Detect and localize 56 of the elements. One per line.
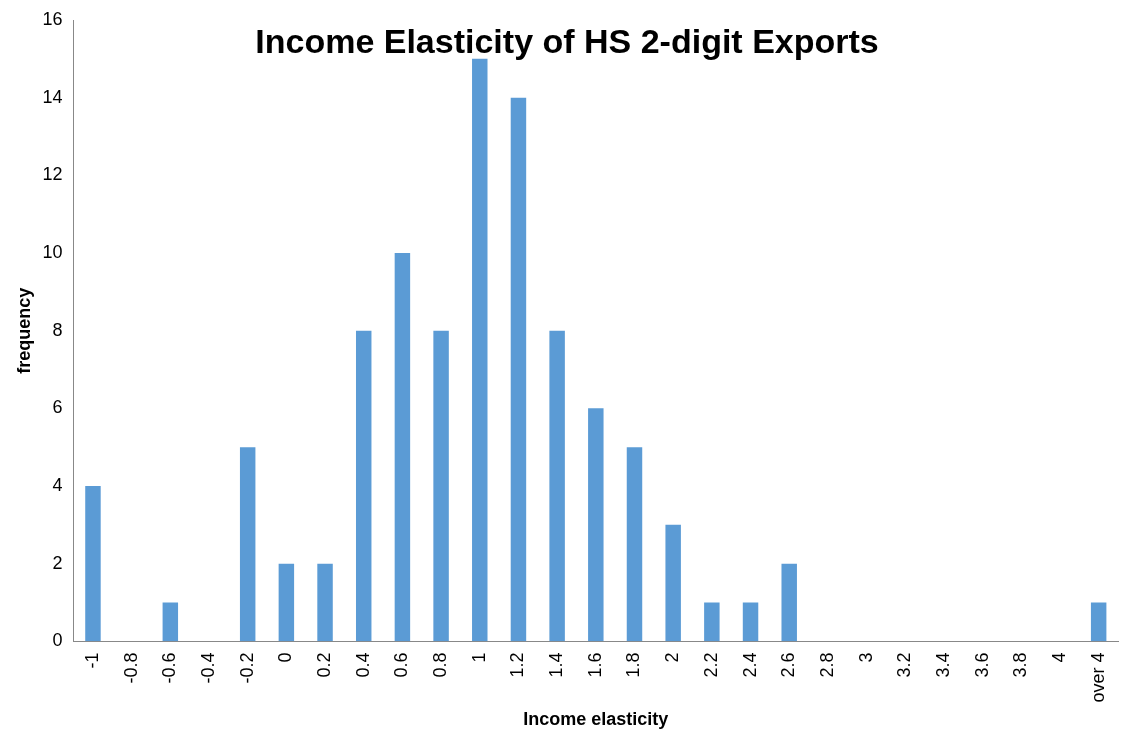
x-tick-label: 3.4 <box>932 652 953 678</box>
x-tick-label: 2.2 <box>700 652 721 678</box>
bar <box>433 330 449 642</box>
bar <box>1090 602 1107 642</box>
x-tick-label: -0.4 <box>197 652 218 684</box>
x-tick-label: -0.6 <box>159 652 180 684</box>
bar <box>510 97 527 642</box>
bar <box>549 330 565 642</box>
x-tick-label: over 4 <box>1087 652 1108 703</box>
bar <box>394 253 411 642</box>
y-tick-label: 2 <box>52 552 63 573</box>
bar <box>472 58 488 642</box>
y-tick-label: 16 <box>42 8 63 29</box>
bar <box>162 602 179 642</box>
y-tick-label: 10 <box>42 241 63 262</box>
x-tick-label: -0.2 <box>236 652 257 684</box>
y-tick-label: 4 <box>52 475 63 495</box>
x-tick-label: 0 <box>275 652 296 663</box>
x-tick-label: 1.4 <box>546 652 567 678</box>
bar <box>665 524 681 642</box>
y-axis-title: frequency <box>13 287 34 374</box>
bar <box>704 602 720 642</box>
x-tick-label: 3.8 <box>1010 652 1031 678</box>
x-tick-label: 1.8 <box>623 652 644 678</box>
x-tick-label: 0.4 <box>352 652 373 678</box>
bar <box>626 447 643 642</box>
x-tick-label: 3 <box>855 652 876 663</box>
bar <box>317 563 333 642</box>
bar <box>355 330 372 642</box>
x-tick-label: 2.8 <box>816 652 837 678</box>
x-tick-label: -0.8 <box>120 652 141 684</box>
x-tick-label: -1 <box>81 652 102 669</box>
bar <box>239 447 256 642</box>
x-tick-label: 1.2 <box>507 652 528 678</box>
x-tick-label: 0.2 <box>314 652 335 678</box>
x-tick-label: 3.2 <box>894 652 915 678</box>
y-tick-label: 14 <box>42 86 63 107</box>
bar <box>588 408 604 642</box>
x-tick-label: 0.8 <box>430 652 451 678</box>
x-tick-label: 1 <box>468 652 489 663</box>
x-tick-label: 1.6 <box>584 652 605 678</box>
bar <box>85 486 101 642</box>
bar <box>278 563 295 642</box>
bar <box>742 602 759 642</box>
y-tick-label: 12 <box>42 164 63 185</box>
x-tick-label: 4 <box>1048 652 1069 663</box>
x-axis-title: Income elasticity <box>523 709 669 730</box>
chart-title: Income Elasticity of HS 2-digit Exports <box>255 22 879 60</box>
x-tick-label: 0.6 <box>391 652 412 678</box>
x-tick-label: 2.6 <box>778 652 799 678</box>
y-tick-label: 6 <box>52 397 63 418</box>
bar <box>781 563 797 642</box>
x-tick-label: 2.4 <box>739 652 760 678</box>
x-tick-label: 3.6 <box>971 652 992 678</box>
y-tick-label: 8 <box>52 319 63 340</box>
x-tick-label: 2 <box>662 652 683 663</box>
